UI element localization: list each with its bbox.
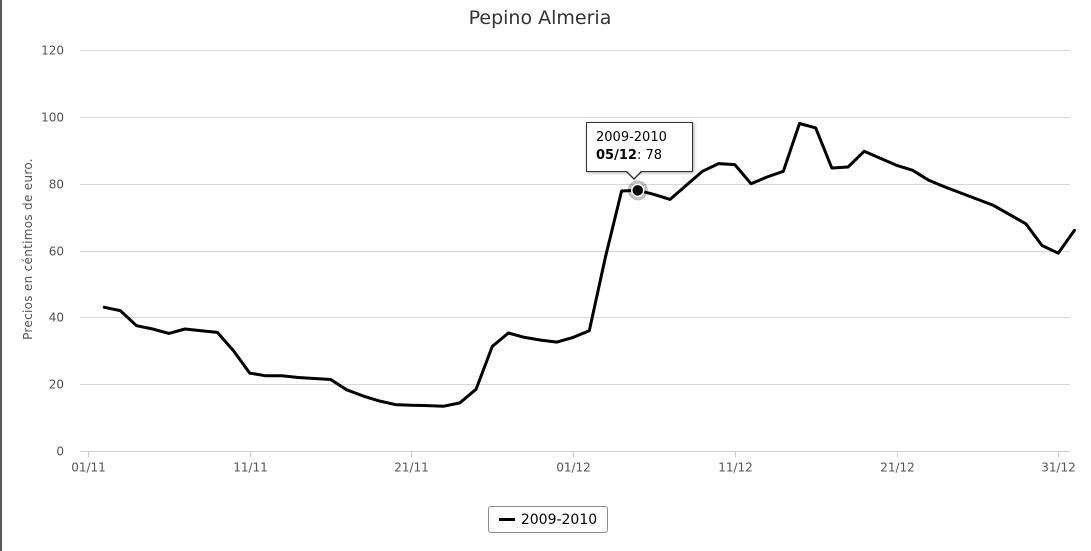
data-point — [489, 343, 495, 349]
legend-label: 2009-2010 — [520, 511, 598, 528]
data-point — [473, 386, 479, 392]
data-point — [780, 168, 786, 174]
x-tick-label: 21/12 — [880, 461, 915, 475]
data-point — [425, 403, 431, 409]
data-point — [263, 373, 269, 379]
x-tick-label: 31/12 — [1041, 461, 1076, 475]
series-line — [102, 122, 1076, 408]
data-point — [1023, 221, 1029, 227]
data-point — [538, 337, 544, 343]
data-point — [651, 191, 657, 197]
y-tick-label: 60 — [49, 245, 64, 259]
data-point — [586, 328, 592, 334]
tooltip-separator: : — [636, 148, 646, 163]
data-point — [942, 184, 948, 190]
data-point — [926, 177, 932, 183]
data-point — [813, 125, 819, 131]
hover-point — [631, 183, 645, 198]
data-point — [328, 377, 334, 383]
data-point — [1039, 243, 1045, 249]
legend[interactable]: 2009-2010 — [488, 506, 608, 533]
data-point — [117, 308, 123, 314]
data-point — [441, 403, 447, 409]
data-point — [457, 400, 463, 406]
data-point — [295, 375, 301, 381]
data-point — [408, 402, 414, 408]
data-point — [166, 330, 172, 336]
data-point — [360, 393, 366, 399]
tooltip-date: 05/12 — [596, 148, 637, 163]
data-point — [829, 165, 835, 171]
data-point — [861, 148, 867, 154]
x-tick-label: 11/12 — [718, 461, 753, 475]
tooltip-series: 2009-2010 — [596, 130, 667, 145]
data-point — [619, 188, 625, 194]
data-point — [667, 196, 673, 202]
data-point — [344, 387, 350, 393]
y-tick-label: 80 — [49, 178, 64, 192]
data-point — [894, 162, 900, 168]
data-point — [134, 323, 140, 329]
data-point — [231, 348, 237, 354]
data-point — [311, 376, 317, 382]
y-tick-label: 0 — [56, 445, 64, 459]
data-point — [716, 161, 722, 167]
data-point — [570, 334, 576, 340]
y-tick-label: 20 — [49, 378, 64, 392]
data-point — [392, 402, 398, 408]
data-point — [683, 182, 689, 188]
data-point — [764, 174, 770, 180]
data-point — [279, 373, 285, 379]
y-tick-label: 40 — [49, 311, 64, 325]
data-point — [845, 164, 851, 170]
data-point — [700, 168, 706, 174]
y-axis-title: Precios en céntimos de euro. — [21, 158, 35, 340]
data-point — [797, 121, 803, 127]
x-tick-label: 21/11 — [394, 461, 429, 475]
data-point — [522, 334, 528, 340]
data-point — [247, 370, 253, 376]
data-point — [150, 326, 156, 332]
tooltip-value: 78 — [645, 148, 662, 163]
data-point — [101, 304, 107, 310]
y-tick-label: 120 — [41, 44, 64, 58]
data-point — [198, 328, 204, 334]
x-tick-label: 11/11 — [233, 461, 268, 475]
tooltip-point: 05/12: 78 — [596, 147, 683, 165]
data-point — [505, 330, 511, 336]
legend-line-swatch — [498, 518, 515, 521]
tooltip-arrow-fill — [627, 171, 641, 178]
data-point — [748, 181, 754, 187]
data-point — [991, 202, 997, 208]
data-point — [602, 254, 608, 260]
data-point — [732, 162, 738, 168]
x-tick-label: 01/12 — [556, 461, 591, 475]
tooltip: 2009-2010 05/12: 78 — [586, 122, 693, 172]
data-point — [1055, 250, 1061, 256]
data-point — [1071, 227, 1077, 233]
chart-title: Pepino Almeria — [468, 7, 612, 29]
y-tick-label: 100 — [41, 111, 64, 125]
data-point — [214, 329, 220, 335]
data-point — [910, 167, 916, 173]
x-tick-label: 01/11 — [71, 461, 106, 475]
data-point — [182, 326, 188, 332]
data-point — [554, 339, 560, 345]
data-point — [376, 398, 382, 404]
